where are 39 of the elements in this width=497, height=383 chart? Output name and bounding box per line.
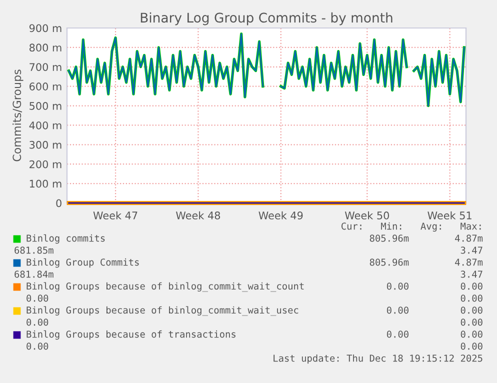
y-tick-label: 600 m — [30, 82, 62, 90]
x-tick-label: Week 48 — [176, 211, 220, 220]
text: 0.00 0.00 — [386, 306, 482, 314]
chart-title: Binary Log Group Commits - by month — [140, 12, 392, 26]
text: 3.47 — [460, 246, 482, 254]
text: 805.96m 4.87m — [370, 258, 483, 266]
y-tick-label: 400 m — [29, 121, 62, 130]
text: 681.85m — [14, 246, 54, 254]
y-tick-label: 100 m — [30, 180, 62, 188]
x-tick-label: Week 51 — [428, 211, 472, 220]
legend-label: Binlog Groups because of binlog_commit_wait_usec — [26, 306, 298, 316]
y-tick-label: 900 m — [29, 24, 62, 32]
text: 0.00 0.00 — [386, 282, 482, 290]
text: 681.84m — [14, 270, 54, 278]
text: 3.47 — [460, 270, 482, 278]
legend-label: Binlog commits — [26, 234, 105, 244]
y-tick-label: 0 — [56, 199, 62, 208]
x-tick-label: Week 47 — [93, 211, 138, 220]
text: 0.00 — [26, 318, 48, 326]
text: 0.00 — [460, 342, 482, 350]
y-tick-label: 800 m — [30, 44, 62, 52]
text: Cur: Min: Avg: Max: — [341, 222, 481, 232]
x-tick-label: Week 50 — [344, 211, 390, 220]
text: 0.00 — [26, 342, 48, 350]
text: 0.00 0.00 — [386, 330, 482, 338]
legend-label: Binlog Groups because of binlog_commit_wait_count — [26, 282, 304, 292]
text: Last update: Thu Dec 18 19:15:12 2025 — [274, 354, 482, 364]
legend-label: Binlog Group Commits — [26, 258, 139, 268]
y-axis-title: Commits/Groups — [12, 70, 24, 162]
x-tick-label: Week 49 — [258, 211, 303, 220]
y-tick-label: 200 m — [30, 160, 62, 168]
y-tick-label: 300 m — [30, 140, 62, 149]
text: 0.00 — [26, 294, 48, 302]
legend-label: Binlog Groups because of transactions — [26, 330, 236, 340]
text: 805.96m 4.87m — [370, 234, 483, 242]
y-tick-label: 700 m — [30, 63, 62, 71]
y-tick-label: 500 m — [30, 102, 62, 110]
text: 0.00 — [460, 318, 482, 326]
text: 0.00 — [460, 294, 482, 302]
